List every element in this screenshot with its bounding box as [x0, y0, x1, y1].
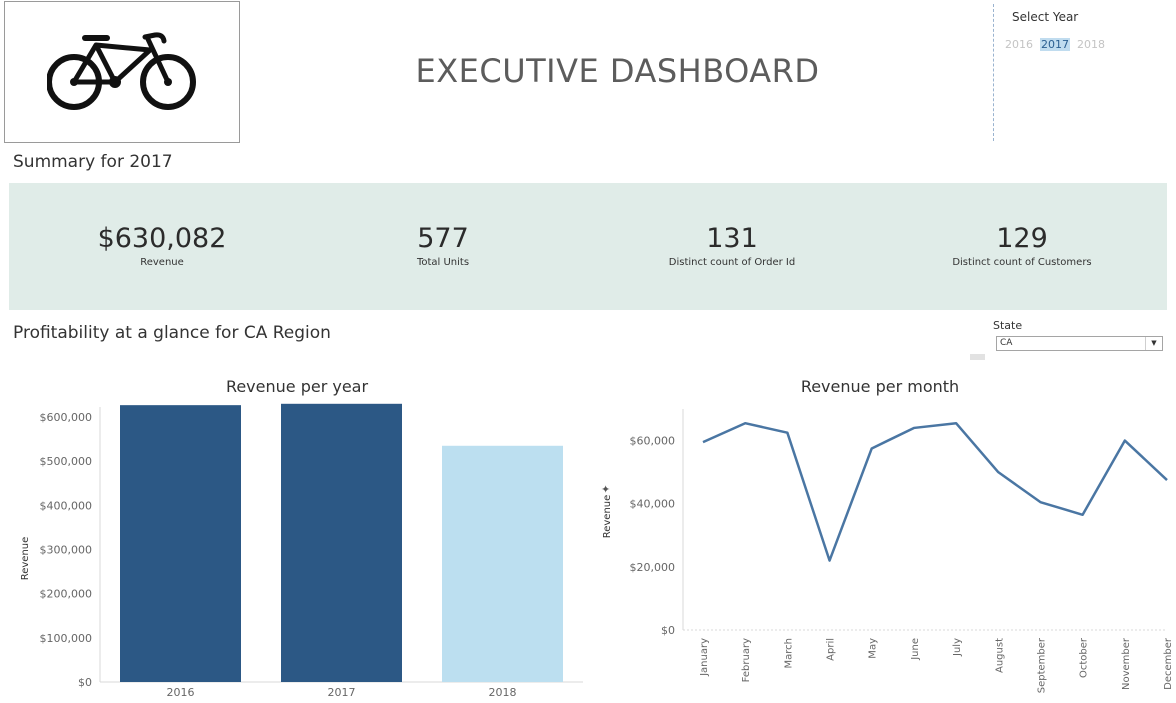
revenue-per-year-chart: $0 $100,000 $200,000 $300,000 $400,000 $500,0…	[20, 403, 583, 699]
y-tick-label: $500,000	[40, 455, 93, 468]
profitability-title: Profitability at a glance for CA Region	[13, 323, 331, 343]
bar-2016	[120, 405, 241, 682]
y-tick-label: $40,000	[630, 498, 676, 511]
filter-divider	[993, 4, 994, 141]
y-axis-label: Revenue	[602, 495, 613, 539]
state-dropdown[interactable]: CA ▼	[996, 336, 1163, 351]
kpi-label: Total Units	[416, 257, 470, 268]
dashboard-title: EXECUTIVE DASHBOARD	[415, 52, 820, 90]
x-tick-label: August	[994, 638, 1005, 673]
y-tick-label: $100,000	[40, 632, 93, 645]
revenue-per-month-chart: $0 $20,000 $40,000 $60,000 Revenue✦ January Fe…	[601, 409, 1173, 693]
y-tick-label: $60,000	[630, 435, 676, 448]
x-tick-label: April	[826, 638, 837, 661]
kpi-total-units: 577 Total Units	[298, 223, 588, 268]
y-tick-label: $20,000	[630, 561, 676, 574]
revenue-per-month-title: Revenue per month	[800, 377, 960, 396]
kpi-value: 577	[417, 223, 469, 254]
x-tick-label: 2016	[167, 686, 195, 699]
logo-box	[4, 1, 240, 143]
x-tick-label: January	[699, 638, 710, 677]
x-tick-label: November	[1121, 637, 1132, 690]
grip-icon[interactable]	[970, 354, 985, 360]
y-tick-label: $0	[78, 676, 92, 689]
kpi-label: Distinct count of Customers	[952, 257, 1092, 268]
kpi-value: $630,082	[97, 223, 227, 254]
x-tick-label: February	[741, 638, 752, 682]
x-tick-label: 2018	[489, 686, 517, 699]
kpi-revenue: $630,082 Revenue	[17, 223, 307, 268]
y-tick-label: $300,000	[40, 544, 93, 557]
x-tick-label: March	[783, 638, 794, 668]
y-axis-label: Revenue	[20, 537, 31, 581]
year-option-2017[interactable]: 2017	[1040, 38, 1070, 51]
x-tick-label: September	[1036, 637, 1047, 693]
bar-2017	[281, 403, 402, 682]
year-option-2016[interactable]: 2016	[1005, 38, 1033, 51]
x-tick-label: 2017	[328, 686, 356, 699]
y-tick-label: $0	[661, 624, 675, 637]
x-tick-label: December	[1163, 637, 1173, 690]
pin-icon: ✦	[601, 483, 610, 496]
x-tick-label: July	[952, 638, 963, 657]
state-dropdown-value: CA	[1000, 338, 1013, 348]
revenue-line	[702, 421, 1168, 562]
kpi-label: Distinct count of Order Id	[668, 257, 796, 268]
x-tick-label: May	[868, 638, 879, 659]
kpi-band: $630,082 Revenue 577 Total Units 131 Dis…	[9, 183, 1167, 310]
bar-2018	[442, 445, 563, 682]
kpi-customer-count: 129 Distinct count of Customers	[877, 223, 1167, 268]
state-filter-label: State	[993, 319, 1023, 332]
select-year-label: Select Year	[1012, 10, 1079, 24]
summary-title: Summary for 2017	[13, 152, 173, 172]
kpi-order-count: 131 Distinct count of Order Id	[587, 223, 877, 268]
y-tick-label: $200,000	[40, 588, 93, 601]
y-tick-label: $400,000	[40, 499, 93, 512]
x-tick-label: October	[1079, 637, 1090, 678]
bicycle-icon	[47, 32, 196, 110]
x-tick-label: June	[910, 638, 921, 661]
kpi-value: 129	[996, 223, 1048, 254]
chevron-down-icon[interactable]: ▼	[1145, 337, 1162, 350]
kpi-label: Revenue	[140, 257, 184, 268]
year-option-2018[interactable]: 2018	[1077, 38, 1105, 51]
y-tick-label: $600,000	[40, 411, 93, 424]
kpi-value: 131	[706, 223, 758, 254]
revenue-per-year-title: Revenue per year	[225, 377, 369, 396]
